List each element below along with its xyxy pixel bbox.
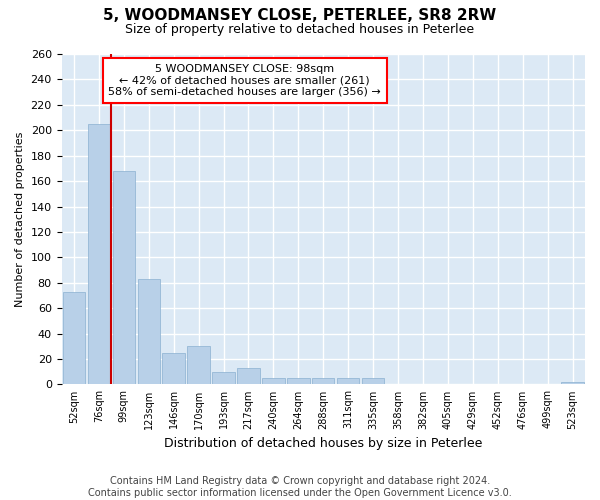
Text: 5, WOODMANSEY CLOSE, PETERLEE, SR8 2RW: 5, WOODMANSEY CLOSE, PETERLEE, SR8 2RW [103,8,497,22]
Bar [88,124,110,384]
Bar [337,378,359,384]
Bar [562,382,584,384]
Text: Size of property relative to detached houses in Peterlee: Size of property relative to detached ho… [125,22,475,36]
Y-axis label: Number of detached properties: Number of detached properties [15,132,25,307]
Bar [63,292,85,384]
Bar [362,378,385,384]
Text: Contains HM Land Registry data © Crown copyright and database right 2024.
Contai: Contains HM Land Registry data © Crown c… [88,476,512,498]
Bar [262,378,284,384]
X-axis label: Distribution of detached houses by size in Peterlee: Distribution of detached houses by size … [164,437,482,450]
Bar [187,346,210,385]
Bar [237,368,260,384]
Text: 5 WOODMANSEY CLOSE: 98sqm
← 42% of detached houses are smaller (261)
58% of semi: 5 WOODMANSEY CLOSE: 98sqm ← 42% of detac… [109,64,381,97]
Bar [287,378,310,384]
Bar [212,372,235,384]
Bar [163,352,185,384]
Bar [312,378,334,384]
Bar [113,171,135,384]
Bar [137,279,160,384]
